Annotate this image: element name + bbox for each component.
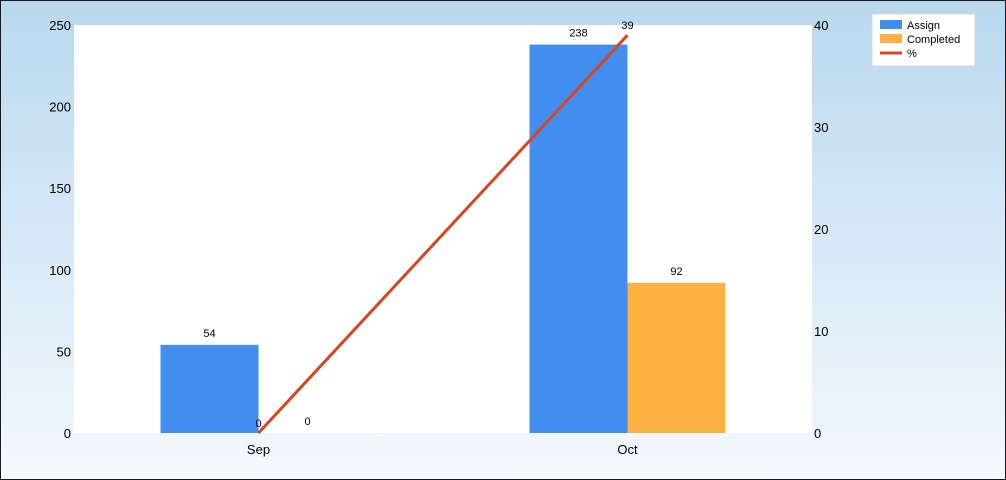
- left-axis-tick-label: 0: [64, 426, 71, 441]
- left-axis: 0 50 100 150 200 250: [49, 18, 71, 441]
- data-labels: 54 238 0 92 0 39: [203, 20, 682, 430]
- bar-assign: [529, 44, 628, 434]
- legend-swatch: [880, 20, 902, 29]
- right-axis-tick-label: 10: [814, 324, 828, 339]
- left-axis-tick-label: 200: [49, 100, 71, 115]
- right-axis-tick-label: 20: [814, 222, 828, 237]
- legend-label: %: [907, 48, 917, 60]
- x-axis-tick-label: Oct: [617, 442, 638, 457]
- x-axis: Sep Oct: [247, 442, 638, 457]
- line-percent: [257, 34, 629, 435]
- left-axis-tick-label: 50: [57, 344, 71, 359]
- x-axis-tick-label: Sep: [247, 442, 270, 457]
- right-axis-tick-label: 30: [814, 120, 828, 135]
- bar-data-label: 238: [569, 28, 587, 40]
- left-axis-tick-label: 100: [49, 263, 71, 278]
- right-axis-tick-label: 40: [814, 18, 828, 33]
- right-axis-tick-label: 0: [814, 426, 821, 441]
- legend-swatch: [880, 34, 902, 43]
- legend-label: Assign: [907, 20, 940, 32]
- bar-completed: [627, 282, 726, 433]
- left-axis-tick-label: 250: [49, 18, 71, 33]
- bar-series: [160, 44, 726, 434]
- left-axis-tick-label: 150: [49, 181, 71, 196]
- bar-data-label: 54: [203, 328, 215, 340]
- line-data-label: 39: [621, 20, 633, 32]
- line-data-label: 0: [255, 418, 261, 430]
- right-axis: 0 10 20 30 40: [814, 18, 828, 441]
- line-series: [257, 34, 629, 435]
- legend: Assign Completed%: [871, 13, 976, 67]
- bar-data-label: 0: [304, 416, 310, 428]
- legend-label: Completed: [907, 34, 960, 46]
- bar-assign: [160, 344, 259, 433]
- bar-data-label: 92: [670, 266, 682, 278]
